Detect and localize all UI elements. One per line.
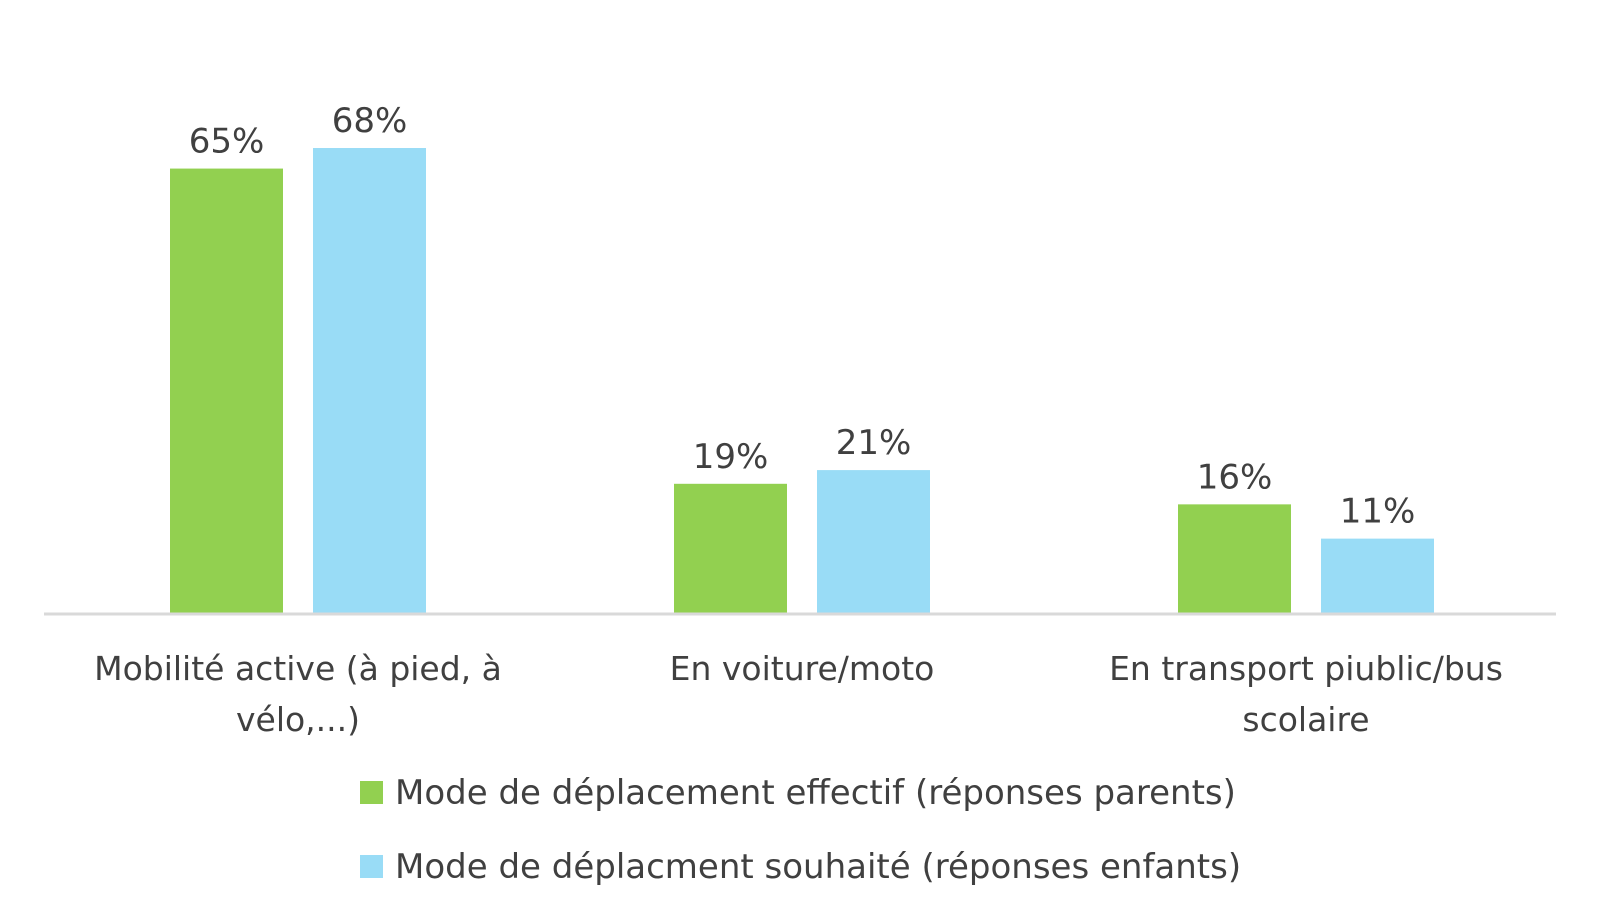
data-label-1-2: 19% (693, 437, 769, 477)
category-label-line: Mobilité active (à pied, à (94, 649, 502, 688)
category-label-line: scolaire (1242, 700, 1369, 739)
bar-2-2 (817, 470, 930, 614)
bar-2-3 (1321, 538, 1434, 614)
category-label-line: vélo,...) (236, 700, 360, 739)
bar-1-2 (674, 483, 787, 614)
data-label-1-1: 65% (189, 122, 265, 162)
data-label-2-1: 68% (332, 101, 408, 141)
data-label-1-3: 16% (1197, 457, 1273, 497)
bar-2-1 (313, 148, 426, 614)
bar-1-3 (1178, 504, 1291, 614)
category-label-line: En voiture/moto (670, 649, 935, 688)
data-label-2-3: 11% (1340, 492, 1416, 532)
data-label-2-2: 21% (836, 423, 912, 463)
legend-label-2: Mode de déplacment souhaité (réponses en… (395, 847, 1241, 887)
category-label-line: En transport piublic/bus (1109, 649, 1503, 688)
legend-swatch-2 (360, 855, 383, 878)
category-label-2: En voiture/moto (670, 649, 935, 688)
bar-1-1 (170, 168, 283, 614)
legend-swatch-1 (360, 781, 383, 804)
legend-label-1: Mode de déplacement effectif (réponses p… (395, 773, 1236, 813)
category-label-3: En transport piublic/bus scolaire (1109, 649, 1503, 739)
category-label-1: Mobilité active (à pied, à vélo,...) (94, 649, 502, 739)
